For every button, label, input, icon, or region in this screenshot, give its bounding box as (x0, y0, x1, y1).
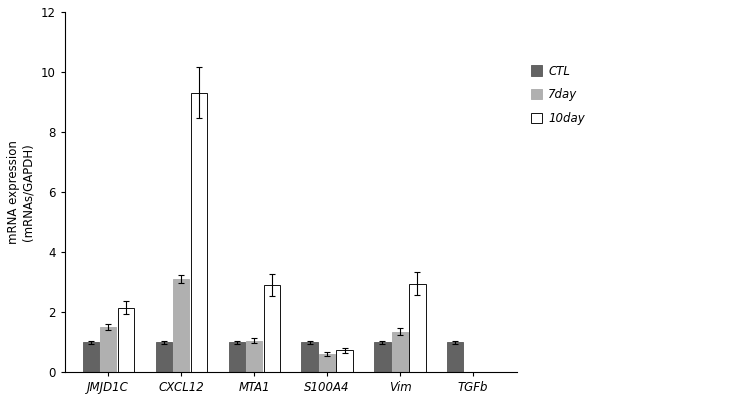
Legend: CTL, 7day, 10day: CTL, 7day, 10day (527, 61, 589, 128)
Bar (410, 284, 425, 372)
Bar (83, 342, 98, 372)
Bar (246, 340, 262, 372)
Bar (191, 93, 207, 372)
Bar (374, 342, 390, 372)
Bar (100, 327, 116, 372)
Bar (448, 342, 463, 372)
Bar (301, 342, 318, 372)
Bar (263, 285, 280, 372)
Bar (173, 279, 189, 372)
Y-axis label: mRNA expression
(mRNAs/GAPDH): mRNA expression (mRNAs/GAPDH) (7, 140, 35, 244)
Bar (336, 350, 353, 372)
Bar (156, 342, 172, 372)
Bar (118, 308, 134, 372)
Bar (228, 342, 245, 372)
Bar (392, 332, 408, 372)
Bar (319, 354, 335, 372)
